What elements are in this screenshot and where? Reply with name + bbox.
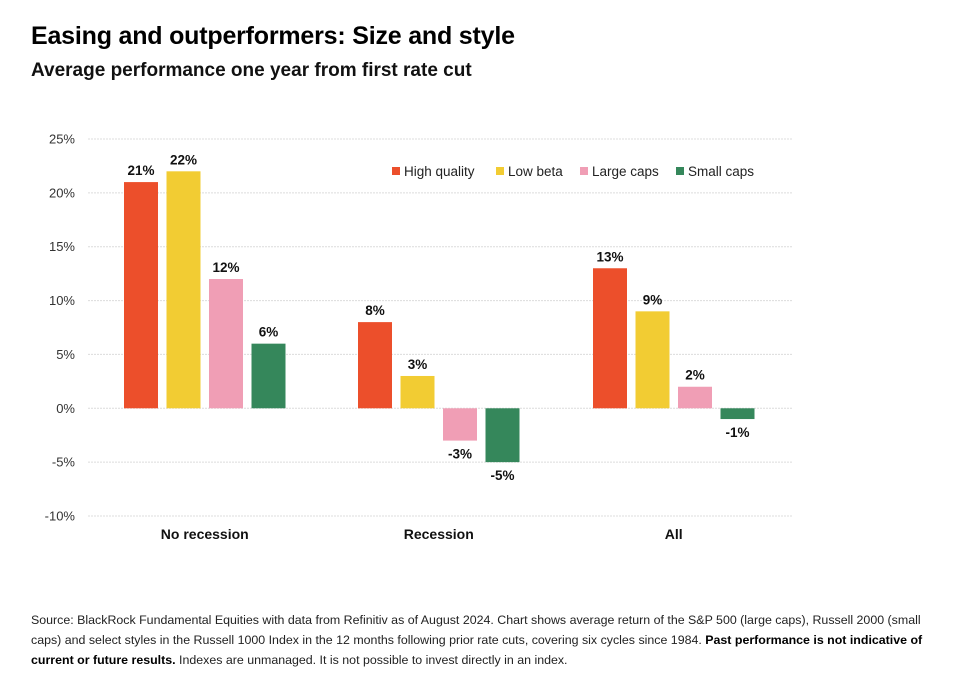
bar-large-caps	[678, 386, 712, 409]
y-tick-label: 15%	[49, 239, 75, 254]
y-axis: 25% 20% 15% 10% 5% 0% -5% -10%	[45, 132, 76, 524]
bar-large-caps	[209, 279, 243, 409]
bar-low-beta	[635, 311, 670, 409]
x-tick-label: All	[665, 526, 683, 542]
bar-small-caps	[251, 343, 286, 409]
legend-label: Large caps	[592, 164, 659, 179]
chart-title: Easing and outperformers: Size and style	[31, 22, 515, 50]
y-tick-label: -5%	[52, 455, 76, 470]
bar-large-caps	[443, 408, 477, 441]
data-label: -3%	[448, 447, 472, 462]
y-tick-label: 0%	[56, 401, 75, 416]
data-label: 6%	[259, 325, 279, 340]
bar-low-beta	[400, 375, 435, 409]
data-label: 9%	[643, 292, 663, 307]
bar-chart: 25% 20% 15% 10% 5% 0% -5% -10% 21% 22% 12% 6% 8% 3% -…	[45, 132, 792, 542]
data-labels: 21% 22% 12% 6% 8% 3% -3% -5% 13% 9% 2% -1%	[127, 152, 749, 483]
bar-high-quality	[358, 322, 392, 409]
source-footnote: Source: BlackRock Fundamental Equities w…	[31, 610, 941, 670]
legend-swatch	[392, 167, 400, 175]
y-tick-label: 25%	[49, 132, 75, 147]
legend-label: High quality	[404, 164, 475, 179]
bar-high-quality	[124, 182, 158, 409]
footnote-disclaimer: Past performance is not indicative of cu…	[31, 633, 923, 667]
footnote-text-end: Indexes are unmanaged. It is not possibl…	[175, 653, 568, 667]
x-tick-label: Recession	[404, 526, 474, 542]
bar-small-caps	[485, 408, 520, 463]
x-axis: No recession Recession All	[161, 526, 683, 542]
footnote-text: Source: BlackRock Fundamental Equities w…	[31, 613, 921, 647]
data-label: 8%	[365, 303, 385, 318]
legend: High quality Low beta Large caps Small caps	[392, 164, 754, 179]
bars	[124, 171, 755, 463]
data-label: -5%	[490, 468, 514, 483]
y-tick-label: 10%	[49, 293, 75, 308]
bar-high-quality	[593, 268, 627, 409]
y-tick-label: 5%	[56, 347, 75, 362]
data-label: 3%	[408, 357, 428, 372]
chart-subtitle: Average performance one year from first …	[31, 60, 472, 81]
data-label: 21%	[127, 163, 154, 178]
data-label: -1%	[725, 425, 749, 440]
x-tick-label: No recession	[161, 526, 249, 542]
legend-label: Low beta	[508, 164, 563, 179]
legend-swatch	[496, 167, 504, 175]
y-tick-label: -10%	[45, 509, 76, 524]
legend-swatch	[580, 167, 588, 175]
gridlines	[88, 138, 792, 517]
data-label: 2%	[685, 368, 705, 383]
data-label: 13%	[596, 249, 623, 264]
data-label: 22%	[170, 152, 197, 167]
legend-label: Small caps	[688, 164, 754, 179]
legend-swatch	[676, 167, 684, 175]
bar-low-beta	[166, 171, 201, 409]
y-tick-label: 20%	[49, 185, 75, 200]
bar-small-caps	[720, 408, 755, 420]
data-label: 12%	[212, 260, 239, 275]
